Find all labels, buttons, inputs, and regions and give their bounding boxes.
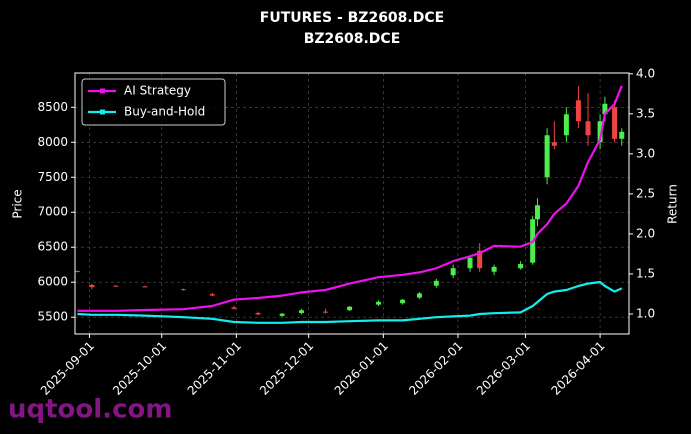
candle-body bbox=[255, 313, 261, 315]
x-tick-label: 2026-01-01 bbox=[332, 339, 391, 398]
y-tick-label: 7500 bbox=[37, 170, 68, 184]
y2-tick-label: 3.5 bbox=[636, 106, 655, 120]
x-tick-label: 2026-03-01 bbox=[474, 339, 533, 398]
y-tick-label: 6500 bbox=[37, 240, 68, 254]
candle-body bbox=[467, 257, 473, 269]
legend: AI Strategy Buy-and-Hold bbox=[81, 78, 226, 126]
candle-body bbox=[477, 250, 483, 269]
candle-body bbox=[209, 294, 215, 296]
y-tick-label: 8000 bbox=[37, 135, 68, 149]
y-tick-label: 6000 bbox=[37, 275, 68, 289]
y2-tick-label: 2.0 bbox=[636, 226, 655, 240]
candle-body bbox=[551, 142, 557, 146]
candle-body bbox=[416, 293, 422, 298]
plot-frame bbox=[74, 72, 630, 335]
chart-subtitle: BZ2608.DCE bbox=[304, 31, 401, 47]
legend-label: Buy-and-Hold bbox=[124, 105, 205, 119]
candle-body bbox=[347, 306, 353, 311]
x-tick-label: 2025-12-01 bbox=[257, 339, 316, 398]
y-tick-label: 8500 bbox=[37, 100, 68, 114]
legend-box bbox=[81, 78, 226, 126]
candle-body bbox=[142, 286, 148, 288]
candle-body bbox=[74, 271, 80, 273]
candle-body bbox=[231, 307, 237, 309]
y-tick-label: 7000 bbox=[37, 205, 68, 219]
y2-tick-label: 1.5 bbox=[636, 266, 655, 280]
y2-tick-label: 2.5 bbox=[636, 186, 655, 200]
x-tick-label: 2025-11-01 bbox=[185, 339, 244, 398]
candle-body bbox=[298, 310, 304, 314]
candle-body bbox=[89, 285, 95, 288]
x-tick-label: 2026-02-01 bbox=[406, 339, 465, 398]
candle-body bbox=[323, 311, 329, 313]
candle-body bbox=[585, 121, 591, 136]
return-line bbox=[77, 280, 623, 324]
candle-body bbox=[563, 114, 569, 136]
candle-body bbox=[450, 268, 456, 276]
return-line bbox=[77, 85, 623, 312]
candle-body bbox=[375, 301, 381, 305]
candle-body bbox=[612, 107, 618, 139]
x-tick-label: 2025-09-01 bbox=[38, 339, 97, 398]
x-tick-label: 2025-10-01 bbox=[110, 339, 169, 398]
y-axis-label: Price bbox=[11, 189, 25, 218]
y2-axis-label: Return bbox=[666, 184, 680, 224]
x-tick-label: 2026-04-01 bbox=[548, 339, 607, 398]
candle-body bbox=[534, 205, 540, 220]
candle-body bbox=[113, 285, 119, 287]
legend-marker bbox=[100, 88, 105, 94]
candle-body bbox=[544, 135, 550, 178]
y2-tick-label: 3.0 bbox=[636, 146, 655, 160]
candle-body bbox=[602, 103, 608, 115]
y2-tick-label: 4.0 bbox=[636, 66, 655, 80]
candle-body bbox=[597, 121, 603, 143]
y-tick-label: 5500 bbox=[37, 310, 68, 324]
y2-tick-label: 1.0 bbox=[636, 306, 655, 320]
legend-label: AI Strategy bbox=[124, 84, 191, 98]
candle-body bbox=[575, 100, 581, 122]
watermark: uqtool.com bbox=[8, 395, 172, 425]
candle-body bbox=[279, 313, 285, 316]
candle-body bbox=[518, 264, 524, 269]
candle-body bbox=[433, 280, 439, 286]
legend-marker bbox=[100, 109, 105, 115]
candle-body bbox=[400, 299, 406, 304]
candle-body bbox=[180, 289, 186, 291]
candle-body bbox=[491, 266, 497, 272]
chart-title: FUTURES - BZ2608.DCE bbox=[260, 10, 444, 26]
candle-body bbox=[619, 131, 625, 139]
